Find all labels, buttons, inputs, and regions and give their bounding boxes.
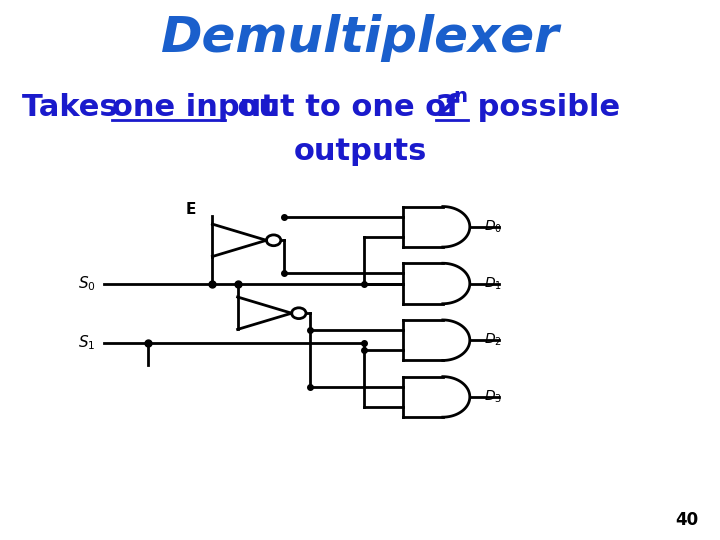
Text: possible: possible — [467, 93, 620, 123]
Text: $D_3$: $D_3$ — [484, 389, 502, 405]
Text: 40: 40 — [675, 511, 698, 529]
Text: one input: one input — [112, 93, 276, 123]
Text: Demultiplexer: Demultiplexer — [161, 14, 559, 62]
Text: 2: 2 — [436, 93, 456, 123]
Text: $D_2$: $D_2$ — [484, 332, 502, 348]
Text: out to one of: out to one of — [227, 93, 470, 123]
Text: $D_1$: $D_1$ — [484, 275, 502, 292]
Text: $S_0$: $S_0$ — [78, 274, 96, 293]
Text: Takes: Takes — [22, 93, 128, 123]
Text: n: n — [454, 86, 467, 106]
Text: outputs: outputs — [293, 137, 427, 166]
Text: $S_1$: $S_1$ — [78, 334, 96, 352]
Text: E: E — [186, 202, 196, 217]
Text: $D_0$: $D_0$ — [484, 219, 502, 235]
